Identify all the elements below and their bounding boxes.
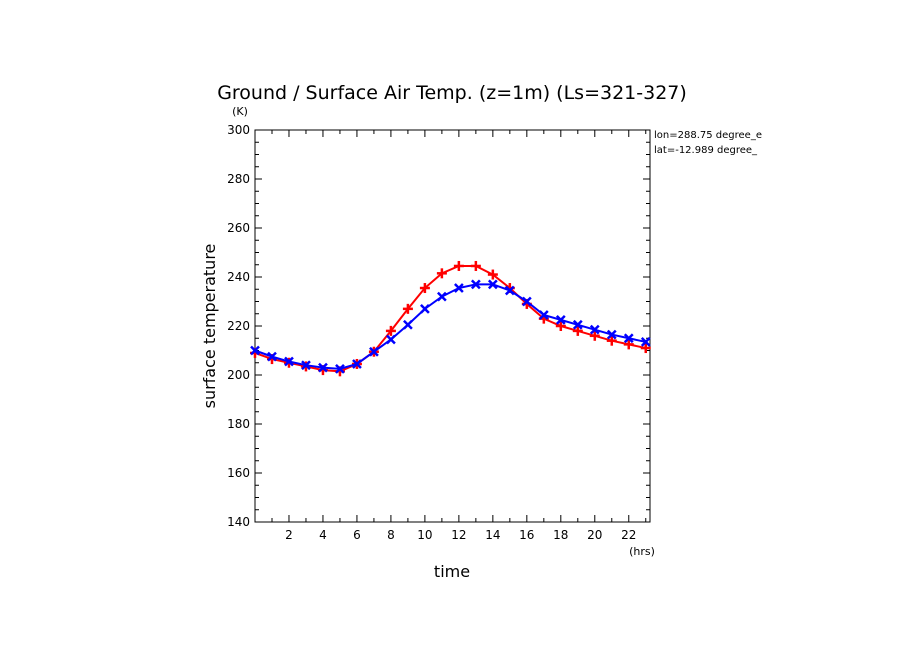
y-tick-label: 160: [227, 466, 250, 480]
data-point: [640, 343, 651, 354]
y-tick-label: 300: [227, 123, 250, 137]
data-point: [301, 360, 311, 371]
x-tick-label: 20: [587, 528, 602, 542]
data-point: [352, 359, 362, 369]
y-tick-label: 260: [227, 221, 250, 235]
data-point: [318, 362, 328, 373]
data-point: [589, 324, 600, 335]
data-point: [640, 337, 651, 347]
data-point: [572, 319, 583, 330]
y-tick-label: 140: [227, 515, 250, 529]
chart-title: Ground / Surface Air Temp. (z=1m) (Ls=32…: [217, 82, 687, 104]
data-point: [369, 346, 379, 357]
x-tick-label: 6: [353, 528, 361, 542]
data-point: [470, 279, 481, 290]
data-point: [623, 333, 634, 344]
data-point: [487, 269, 498, 280]
data-point: [555, 321, 566, 331]
data-point: [453, 260, 464, 271]
y-tick-label: 180: [227, 417, 250, 431]
data-point: [436, 291, 447, 302]
x-tick-label: 4: [319, 528, 327, 542]
y-tick-label: 220: [227, 319, 250, 333]
y-axis-label: surface temperature: [200, 244, 219, 409]
y-tick-label: 240: [227, 270, 250, 284]
data-point: [403, 319, 413, 330]
axis-ticks: 140 160 180 200 220 240 260 280 300 2 4 6 8 10 12 14 16 1…: [227, 123, 650, 542]
series-line-1: [254, 264, 646, 373]
series-layer: [250, 260, 651, 377]
data-point: [504, 285, 515, 296]
lat-annotation: lat=-12.989 degree_: [654, 145, 758, 156]
data-point: [521, 296, 532, 307]
data-point: [335, 363, 345, 374]
x-tick-label: 12: [451, 528, 466, 542]
data-point: [572, 325, 583, 336]
lon-annotation: lon=288.75 degree_e: [654, 130, 762, 141]
x-tick-label: 10: [417, 528, 432, 542]
data-point: [589, 330, 600, 341]
x-tick-label: 14: [485, 528, 500, 542]
data-point: [436, 268, 447, 279]
x-axis-label: time: [434, 562, 470, 581]
x-unit-label: (hrs): [629, 545, 655, 558]
x-tick-label: 16: [519, 528, 534, 542]
x-tick-label: 22: [621, 528, 636, 542]
data-point: [419, 283, 430, 294]
data-point: [284, 356, 294, 367]
y-tick-label: 200: [227, 368, 250, 382]
data-point: [402, 303, 413, 314]
data-point: [386, 334, 396, 345]
data-point: [267, 351, 277, 362]
data-point: [385, 325, 396, 336]
data-point: [470, 260, 481, 271]
y-unit-label: (K): [232, 105, 248, 118]
x-tick-label: 18: [553, 528, 568, 542]
x-tick-label: 2: [285, 528, 293, 542]
data-point: [606, 335, 617, 346]
data-point: [487, 279, 498, 290]
data-point: [420, 303, 430, 314]
data-point: [606, 329, 617, 340]
x-tick-label: 8: [387, 528, 395, 542]
data-point: [453, 283, 464, 293]
data-point: [623, 339, 634, 350]
data-point: [538, 310, 549, 320]
y-tick-label: 280: [227, 172, 250, 186]
data-point: [555, 314, 566, 325]
data-point: [250, 345, 260, 356]
series-line-2: [254, 283, 646, 370]
